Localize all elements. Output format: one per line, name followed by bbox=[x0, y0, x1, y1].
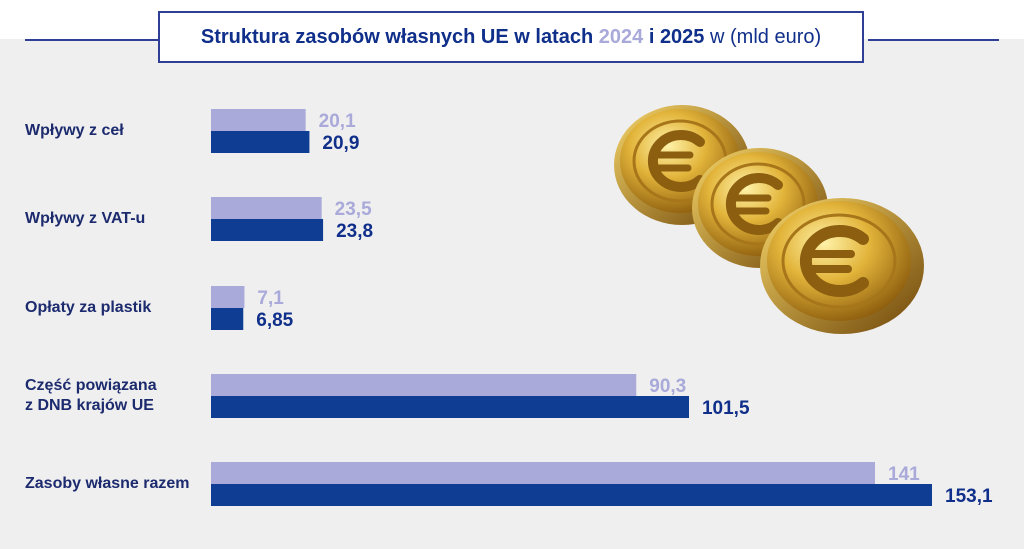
euro-coin-icon bbox=[760, 198, 924, 334]
value-label-2024: 7,1 bbox=[257, 288, 284, 309]
euro-coins-illustration bbox=[614, 105, 924, 334]
bar-2025 bbox=[211, 131, 310, 153]
title-rule-right bbox=[868, 39, 999, 41]
bar-2025 bbox=[211, 396, 689, 418]
bar-2024 bbox=[211, 109, 306, 131]
value-label-2025: 101,5 bbox=[702, 398, 750, 419]
value-label-2024: 141 bbox=[888, 464, 920, 485]
category-label: Wpływy z VAT-u bbox=[25, 210, 146, 227]
title-year-2024: 2024 bbox=[598, 25, 644, 48]
bar-2024 bbox=[211, 286, 245, 308]
category-label: Opłaty za plastik bbox=[25, 299, 152, 316]
title-year-2025: 2025 bbox=[659, 25, 705, 48]
value-label-2025: 23,8 bbox=[336, 221, 373, 242]
euro-coin-icon bbox=[614, 105, 750, 225]
value-label-2025: 6,85 bbox=[256, 310, 293, 331]
value-label-2024: 20,1 bbox=[319, 111, 356, 132]
chart-title: Struktura zasobów własnych UE w latach 2… bbox=[158, 11, 864, 63]
title-rule-left bbox=[25, 39, 158, 41]
bar-2024 bbox=[211, 462, 876, 484]
value-label-2024: 90,3 bbox=[649, 376, 686, 397]
value-label-2024: 23,5 bbox=[335, 199, 372, 220]
category-label: Wpływy z ceł bbox=[25, 122, 124, 139]
value-label-2025: 153,1 bbox=[945, 486, 993, 507]
category-label: Część powiązana z DNB krajów UE bbox=[25, 377, 157, 414]
bar-2025 bbox=[211, 484, 932, 506]
title-main: Struktura zasobów własnych UE w latach bbox=[200, 25, 594, 48]
bar-2024 bbox=[211, 374, 637, 396]
bar-2025 bbox=[211, 308, 244, 330]
bar-2025 bbox=[211, 219, 324, 241]
category-label: Zasoby własne razem bbox=[25, 475, 190, 492]
title-conjunction: i bbox=[648, 25, 655, 48]
bar-2024 bbox=[211, 197, 322, 219]
title-unit: w (mld euro) bbox=[710, 25, 822, 48]
value-label-2025: 20,9 bbox=[322, 133, 359, 154]
